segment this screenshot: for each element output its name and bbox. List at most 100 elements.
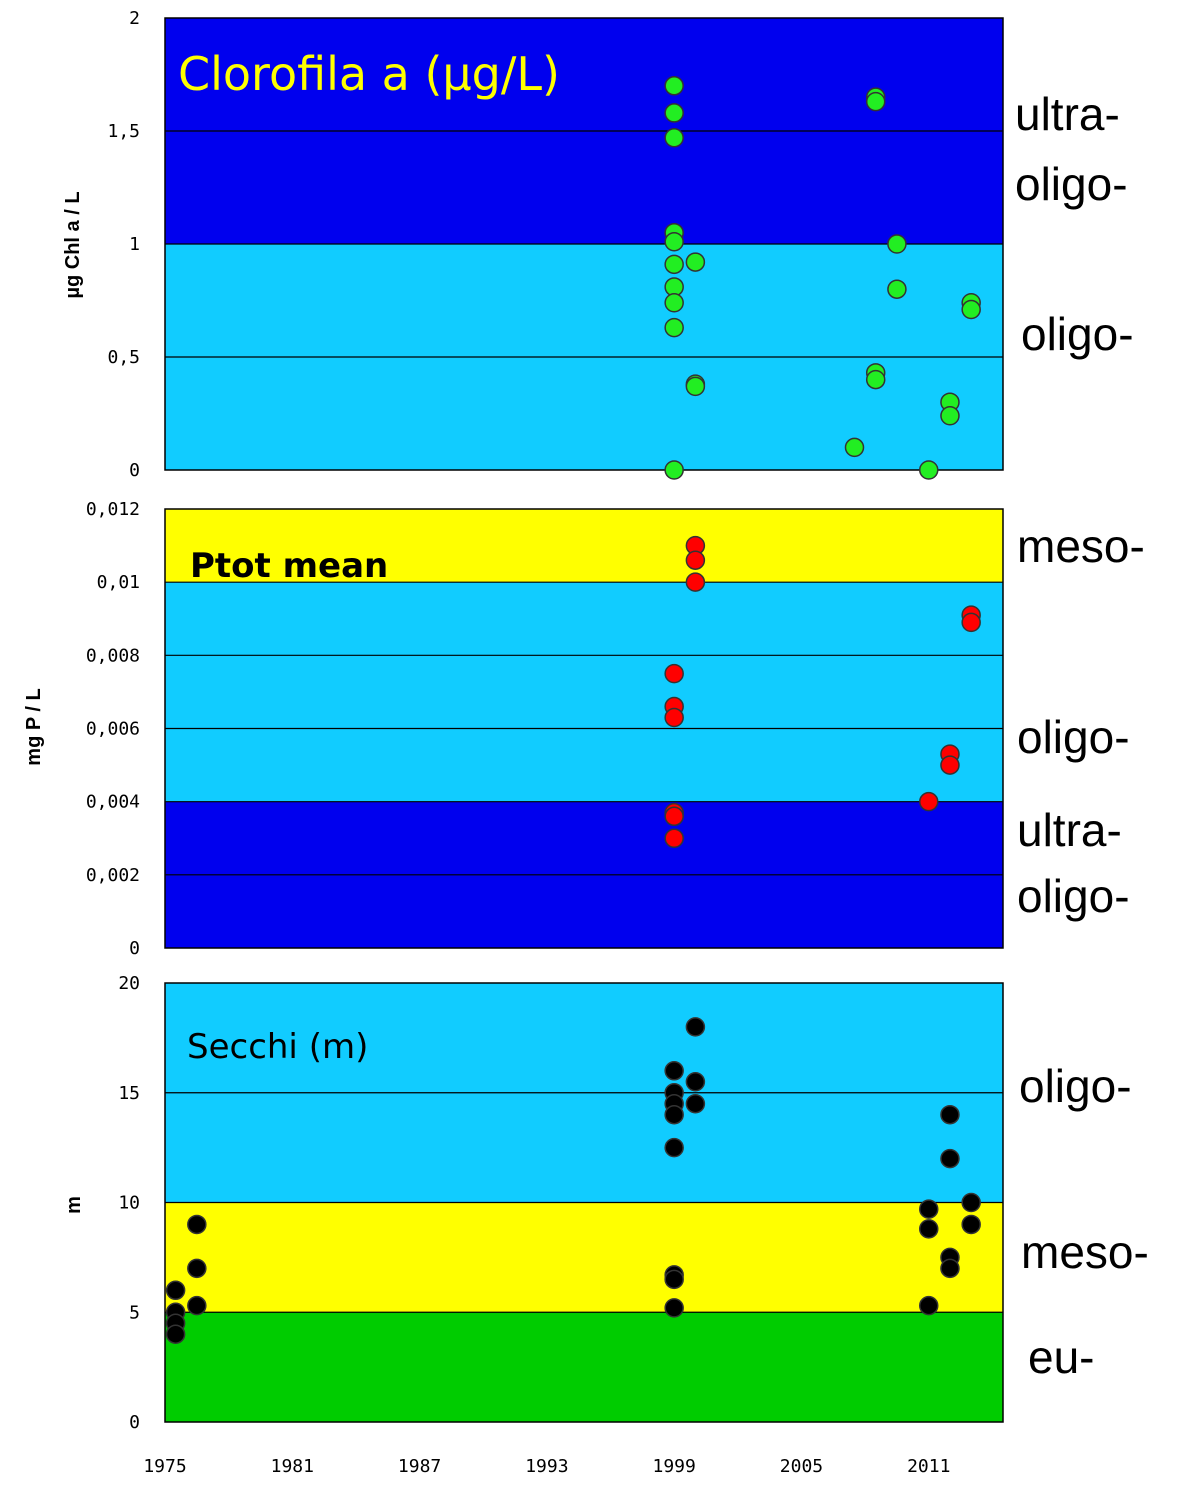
- secchi-y-ticks: 0 5 10 15 20: [118, 973, 140, 1433]
- y-tick-label: 0,012: [86, 499, 140, 520]
- data-point: [940, 1258, 960, 1279]
- data-point: [918, 791, 939, 812]
- chlorophyll-points: [664, 76, 981, 480]
- data-point: [961, 1214, 981, 1235]
- data-point: [685, 550, 706, 570]
- phosphorus-points: [664, 535, 981, 848]
- y-tick-label: 10: [118, 1193, 140, 1214]
- data-point: [887, 234, 907, 254]
- secchi-x-ticks: 1975 1981 1987 1993 1999 2005 2011: [143, 1456, 950, 1477]
- data-point: [961, 612, 981, 633]
- phosphorus-y-axis-label: mg P / L: [23, 688, 45, 765]
- data-point: [865, 369, 886, 390]
- data-point: [664, 1061, 684, 1081]
- data-point: [940, 1104, 960, 1125]
- secchi-plot-frame: [164, 982, 1004, 1423]
- y-tick-label: 0: [129, 460, 140, 481]
- data-point: [865, 91, 886, 112]
- data-point: [887, 279, 907, 299]
- phosphorus-zone-label-oligo-lower: oligo-: [1017, 870, 1130, 922]
- phosphorus-plot-frame: [164, 508, 1004, 949]
- data-point: [664, 663, 684, 684]
- y-tick-label: 0,008: [86, 645, 140, 666]
- data-point: [940, 406, 960, 426]
- data-point: [918, 1295, 939, 1316]
- secchi-zone-label-meso: meso-: [1021, 1226, 1149, 1278]
- phosphorus-title: Ptot mean: [190, 546, 388, 586]
- chlorophyll-gridlines: [165, 130, 1003, 358]
- phosphorus-gridlines: [165, 581, 1003, 876]
- y-tick-label: 5: [129, 1302, 140, 1323]
- data-point: [685, 572, 706, 592]
- data-point: [165, 1324, 186, 1344]
- y-tick-label: 15: [118, 1083, 140, 1104]
- band-0: [165, 1312, 1003, 1422]
- chlorophyll-panel: Clorofila a (µg/L) 0 0,5 1 1,5 2 µg Chl a / …: [62, 8, 1134, 481]
- y-tick-label: 0,006: [86, 719, 140, 740]
- data-point: [961, 299, 981, 320]
- data-point: [664, 231, 684, 252]
- band-2: [165, 509, 1003, 583]
- secchi-points: [165, 1017, 981, 1344]
- chlorophyll-y-ticks: 0 0,5 1 1,5 2: [107, 8, 140, 481]
- y-tick-label: 1,5: [107, 121, 140, 142]
- y-tick-label: 20: [118, 973, 140, 994]
- data-point: [940, 755, 960, 775]
- data-point: [664, 128, 684, 148]
- data-point: [664, 103, 684, 123]
- x-tick-label: 1981: [271, 1456, 314, 1477]
- phosphorus-bands: [165, 509, 1003, 948]
- y-tick-label: 0,004: [86, 792, 140, 813]
- x-tick-label: 1987: [398, 1456, 441, 1477]
- secchi-zone-label-eu: eu-: [1028, 1331, 1094, 1383]
- y-tick-label: 0,5: [107, 347, 140, 368]
- data-point: [685, 1017, 706, 1037]
- data-point: [187, 1258, 207, 1279]
- data-point: [664, 707, 684, 728]
- x-tick-label: 1993: [525, 1456, 568, 1477]
- data-point: [844, 437, 865, 458]
- phosphorus-zone-label-oligo: oligo-: [1017, 711, 1130, 763]
- data-point: [664, 828, 684, 848]
- x-tick-label: 2011: [907, 1456, 950, 1477]
- data-point: [664, 1104, 684, 1125]
- secchi-zone-label-oligo: oligo-: [1019, 1060, 1132, 1112]
- y-tick-label: 2: [129, 8, 140, 29]
- phosphorus-y-ticks: 0 0,002 0,004 0,006 0,008 0,01 0,012: [86, 499, 140, 959]
- data-point: [664, 76, 684, 96]
- data-point: [918, 1219, 939, 1239]
- data-point: [664, 254, 684, 275]
- phosphorus-zone-label-ultra: ultra-: [1017, 804, 1122, 856]
- data-point: [685, 1072, 706, 1092]
- data-point: [165, 1280, 186, 1301]
- x-tick-label: 1975: [143, 1456, 186, 1477]
- chlorophyll-zone-label-oligo: oligo-: [1021, 308, 1134, 360]
- band-1: [165, 582, 1003, 802]
- y-tick-label: 0,002: [86, 865, 140, 886]
- data-point: [664, 460, 684, 480]
- secchi-title: Secchi (m): [187, 1027, 368, 1067]
- data-point: [685, 252, 706, 272]
- chlorophyll-zone-label-oligo-upper: oligo-: [1015, 158, 1128, 210]
- secchi-y-axis-label: m: [63, 1196, 85, 1214]
- data-point: [664, 1298, 684, 1318]
- data-point: [918, 1199, 939, 1219]
- data-point: [664, 1269, 684, 1290]
- data-point: [664, 317, 684, 338]
- data-point: [940, 1148, 960, 1169]
- chlorophyll-title: Clorofila a (µg/L): [178, 47, 560, 101]
- data-point: [685, 1093, 706, 1114]
- data-point: [961, 1192, 981, 1213]
- data-point: [664, 806, 684, 827]
- secchi-bands: [165, 983, 1003, 1422]
- chlorophyll-y-axis-label: µg Chl a / L: [62, 191, 84, 298]
- data-point: [664, 1137, 684, 1158]
- x-tick-label: 2005: [780, 1456, 823, 1477]
- data-point: [685, 376, 706, 397]
- y-tick-label: 1: [129, 234, 140, 255]
- data-point: [664, 293, 684, 313]
- chlorophyll-plot-frame: [164, 17, 1004, 471]
- y-tick-label: 0: [129, 1412, 140, 1433]
